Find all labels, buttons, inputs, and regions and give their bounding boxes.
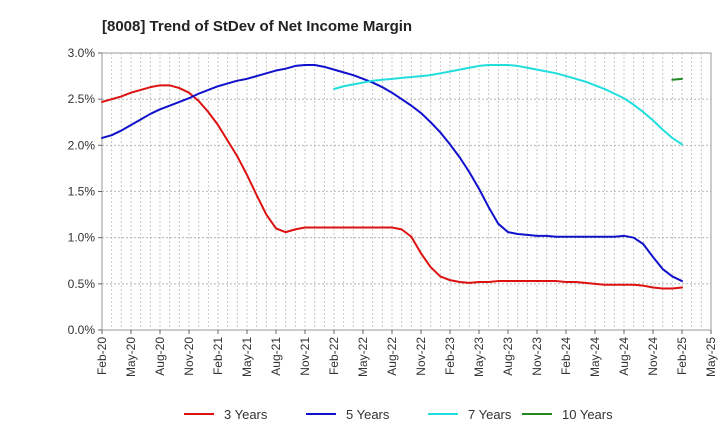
y-tick-label: 1.5% <box>68 185 96 199</box>
series-line-10-years <box>671 77 683 81</box>
x-tick-label: May-24 <box>588 337 602 377</box>
x-tick-label: Feb-24 <box>559 337 573 375</box>
series-line-7-years <box>333 64 683 146</box>
x-tick-label: Feb-21 <box>211 337 225 375</box>
y-tick-label: 1.0% <box>68 231 96 245</box>
legend-label: 5 Years <box>346 407 390 422</box>
y-tick-label: 0.5% <box>68 277 96 291</box>
series-line-5-years <box>101 64 683 283</box>
x-tick-label: Nov-24 <box>646 337 660 376</box>
x-tick-label: May-22 <box>356 337 370 377</box>
x-tick-label: May-25 <box>704 337 718 377</box>
legend-label: 7 Years <box>468 407 512 422</box>
x-tick-label: Nov-20 <box>182 337 196 376</box>
x-tick-label: Feb-20 <box>95 337 109 375</box>
chart-title: [8008] Trend of StDev of Net Income Marg… <box>102 18 412 35</box>
x-tick-label: May-23 <box>472 337 486 377</box>
x-tick-label: Feb-22 <box>327 337 341 375</box>
y-tick-label: 3.0% <box>68 46 96 60</box>
x-tick-label: Feb-23 <box>443 337 457 375</box>
x-tick-label: Nov-23 <box>530 337 544 376</box>
x-tick-label: Aug-23 <box>501 337 515 376</box>
x-tick-label: May-20 <box>124 337 138 377</box>
x-tick-label: May-21 <box>240 337 254 377</box>
legend-label: 3 Years <box>224 407 268 422</box>
grid <box>102 53 711 330</box>
y-tick-label: 0.0% <box>68 323 96 337</box>
legend: 3 Years 5 Years 7 Years 10 Years <box>184 407 613 422</box>
series-line-3-years <box>101 84 683 290</box>
series-lines <box>101 64 683 290</box>
legend-label: 10 Years <box>562 407 613 422</box>
x-tick-label: Nov-21 <box>298 337 312 376</box>
y-tick-label: 2.5% <box>68 92 96 106</box>
x-tick-label: Aug-24 <box>617 337 631 376</box>
x-tick-label: Nov-22 <box>414 337 428 376</box>
y-axis: 0.0% 0.5% 1.0% 1.5% 2.0% 2.5% 3.0% <box>68 46 102 337</box>
x-tick-label: Aug-21 <box>269 337 283 376</box>
x-tick-label: Aug-22 <box>385 337 399 376</box>
y-tick-label: 2.0% <box>68 138 96 152</box>
x-tick-label: Feb-25 <box>675 337 689 375</box>
x-axis: Feb-20 May-20 Aug-20 Nov-20 Feb-21 May-21 Aug-… <box>95 330 718 377</box>
x-tick-label: Aug-20 <box>153 337 167 376</box>
